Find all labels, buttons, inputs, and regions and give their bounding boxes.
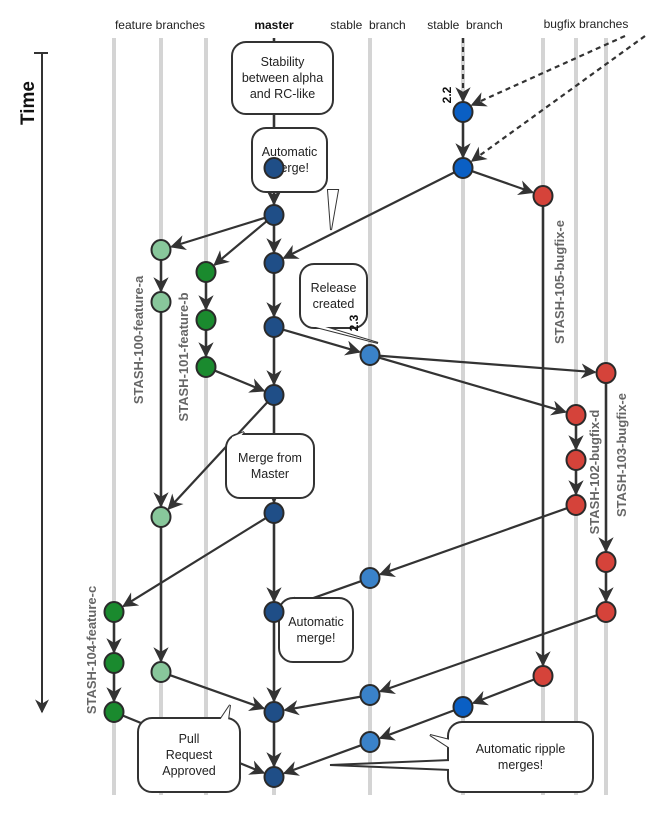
edge [379, 354, 597, 379]
time-axis: Time [18, 52, 49, 714]
commit-node [595, 601, 617, 623]
commit-node [150, 291, 172, 313]
edge [283, 695, 361, 716]
branch-label-feature-a: STASH-100-feature-a [131, 275, 146, 404]
edge [282, 171, 455, 260]
commit-node [150, 661, 172, 683]
callout-text: Master [251, 467, 289, 481]
commit-node [103, 652, 125, 674]
commit-node [452, 101, 474, 123]
callout-ripple: Automatic ripple merges! [429, 721, 594, 793]
commit-node [359, 684, 381, 706]
callout-text: merges! [498, 758, 543, 772]
header-stable-branch-2: stable branch [427, 18, 502, 32]
commit-edges [106, 34, 646, 776]
commit-node [263, 766, 285, 788]
commit-node [263, 701, 285, 723]
commit-node [452, 696, 474, 718]
callout-stability: Stability between alpha and RC-like [231, 41, 334, 115]
edge [170, 216, 265, 250]
callout-text: Merge from [238, 451, 302, 465]
branch-label-bugfix-105: STASH-105-bugfix-e [552, 220, 567, 344]
time-label: Time [18, 81, 39, 125]
header-stable-branch-1: stable branch [330, 18, 405, 32]
edge [122, 517, 267, 608]
branch-label-feature-c: STASH-104-feature-c [84, 586, 99, 714]
callout-text: and RC-like [250, 87, 315, 101]
commit-node [359, 731, 381, 753]
callout-merge-from-master: Merge from Master [225, 431, 315, 499]
commit-node [565, 449, 587, 471]
header-bugfix-branches: bugfix branches [544, 17, 629, 31]
commit-node [263, 204, 285, 226]
callout-release-created: Release created [299, 263, 379, 344]
callout-ripple-tail-mask [449, 755, 455, 775]
commit-node [532, 665, 554, 687]
dashed-edge [470, 34, 626, 107]
callout-text: Release [311, 281, 357, 295]
callout-text: Approved [162, 764, 216, 778]
edge [378, 709, 455, 741]
edge [472, 170, 535, 196]
edge [214, 369, 266, 393]
commit-node [195, 309, 217, 331]
commit-node [565, 404, 587, 426]
branch-label-bugfix-102: STASH-102-bugfix-d [587, 410, 602, 535]
callout-text: created [313, 297, 355, 311]
version-label-2-2: 2.2 [440, 86, 454, 103]
edge [378, 614, 597, 695]
commit-node [359, 344, 381, 366]
commit-node [452, 157, 474, 179]
commit-node [263, 384, 285, 406]
header-feature-branches: feature branches [115, 18, 205, 32]
commit-node [595, 362, 617, 384]
callout-text: Request [166, 748, 213, 762]
commit-node [565, 494, 587, 516]
edge [170, 674, 266, 711]
commit-nodes [103, 101, 617, 788]
dashed-edge [470, 35, 646, 162]
commit-node [263, 252, 285, 274]
commit-node [103, 701, 125, 723]
edge [378, 507, 567, 577]
callouts: Stability between alpha and RC-like Automat… [137, 41, 594, 793]
version-label-2-3: 2.3 [347, 314, 361, 331]
callout-text: Stability [261, 55, 306, 69]
callout-pull-request: Pull Request Approved [137, 704, 241, 793]
header-master: master [254, 18, 294, 32]
commit-node [263, 316, 285, 338]
edge [471, 678, 535, 706]
callout-text: merge! [297, 631, 336, 645]
callout-text: Pull [179, 732, 200, 746]
commit-node [150, 239, 172, 261]
callout-text: between alpha [242, 71, 323, 85]
commit-node [150, 506, 172, 528]
callout-text: Automatic [262, 145, 318, 159]
edge [213, 220, 268, 266]
commit-node [195, 261, 217, 283]
callout-text: Automatic [288, 615, 344, 629]
callout-text: Automatic ripple [476, 742, 566, 756]
branch-label-bugfix-103: STASH-103-bugfix-e [614, 393, 629, 517]
callout-auto-merge-2: Automatic merge! [278, 597, 354, 663]
branch-label-feature-b: STASH-101-feature-b [176, 292, 191, 421]
edge [282, 744, 361, 776]
commit-node [359, 567, 381, 589]
commit-node [263, 157, 285, 179]
commit-node [195, 356, 217, 378]
commit-node [263, 502, 285, 524]
commit-node [263, 601, 285, 623]
edge [167, 401, 269, 511]
commit-node [532, 185, 554, 207]
edge [379, 356, 567, 416]
callout-ripple-tail [329, 758, 451, 772]
edge [283, 328, 361, 356]
commit-node [103, 601, 125, 623]
commit-node [595, 551, 617, 573]
